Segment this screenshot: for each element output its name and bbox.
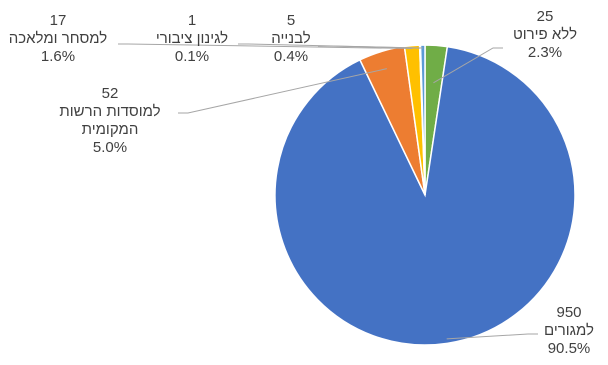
label-no-detail-name: ללא פירוט [512,26,578,43]
leader-line-3 [118,43,413,50]
label-public-garden-value: 1 [187,12,197,29]
label-construction-value: 5 [286,12,296,29]
pie-slices [274,44,576,346]
label-construction-name: לבנייה [271,30,311,47]
label-construction-percent: 0.4% [273,48,309,65]
label-construction: 5 לבנייה 0.4% [256,12,326,66]
leader-lines [118,43,538,340]
label-no-detail-value: 25 [536,8,554,25]
label-commerce-name: למסחר ומלאכה [8,30,108,47]
label-local-authority-name-1: למוסדות הרשות [59,103,161,120]
label-commerce-percent: 1.6% [40,48,76,65]
label-local-authority-percent: 5.0% [92,139,128,156]
label-public-garden: 1 לגינון ציבורי 0.1% [144,12,240,66]
label-no-detail: 25 ללא פירוט 2.3% [490,8,600,62]
pie-slice-1 [274,45,576,346]
label-local-authority-name-2: המקומית [81,121,139,138]
label-residential: 950 למגורים 90.5% [530,304,608,358]
label-residential-percent: 90.5% [547,340,591,357]
label-residential-value: 950 [556,304,582,321]
leader-line-0 [433,47,503,84]
label-no-detail-percent: 2.3% [527,44,563,61]
label-public-garden-name: לגינון ציבורי [155,30,229,47]
label-local-authority-value: 52 [101,85,119,102]
pie-slice-5 [419,44,426,196]
label-public-garden-percent: 0.1% [174,48,210,65]
leader-line-1 [446,333,538,340]
label-commerce-value: 17 [49,12,67,29]
leader-line-5 [318,45,423,49]
leader-line-2 [178,68,387,114]
label-residential-name: למגורים [544,322,594,339]
label-local-authority: 52 למוסדות הרשות המקומית 5.0% [40,85,180,157]
label-commerce: 17 למסחר ומלאכה 1.6% [2,12,114,66]
